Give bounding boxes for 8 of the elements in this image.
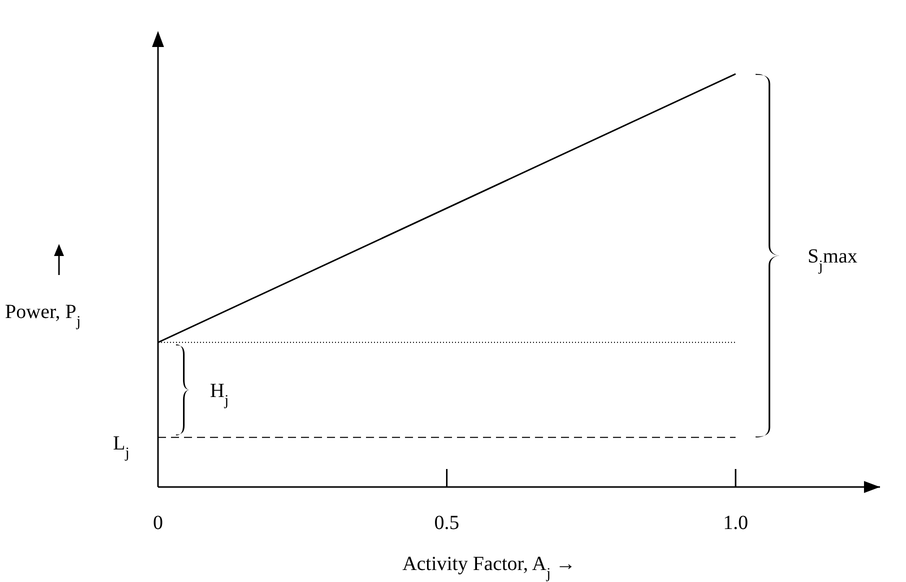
ref-line-label: L$_{j}$ <box>113 432 130 462</box>
x-axis-title: Activity Factor, A$_{j}$ → <box>402 553 576 582</box>
annotation: H$_{j}$ <box>210 380 229 409</box>
y-axis-title: Power, P$_{j}$ <box>5 301 81 330</box>
x-tick-label: 0.5 <box>434 512 460 534</box>
x-tick-label: 0 <box>153 512 163 534</box>
annotation: S$_{j}$max <box>808 246 858 275</box>
x-tick-label: 1.0 <box>723 512 748 534</box>
